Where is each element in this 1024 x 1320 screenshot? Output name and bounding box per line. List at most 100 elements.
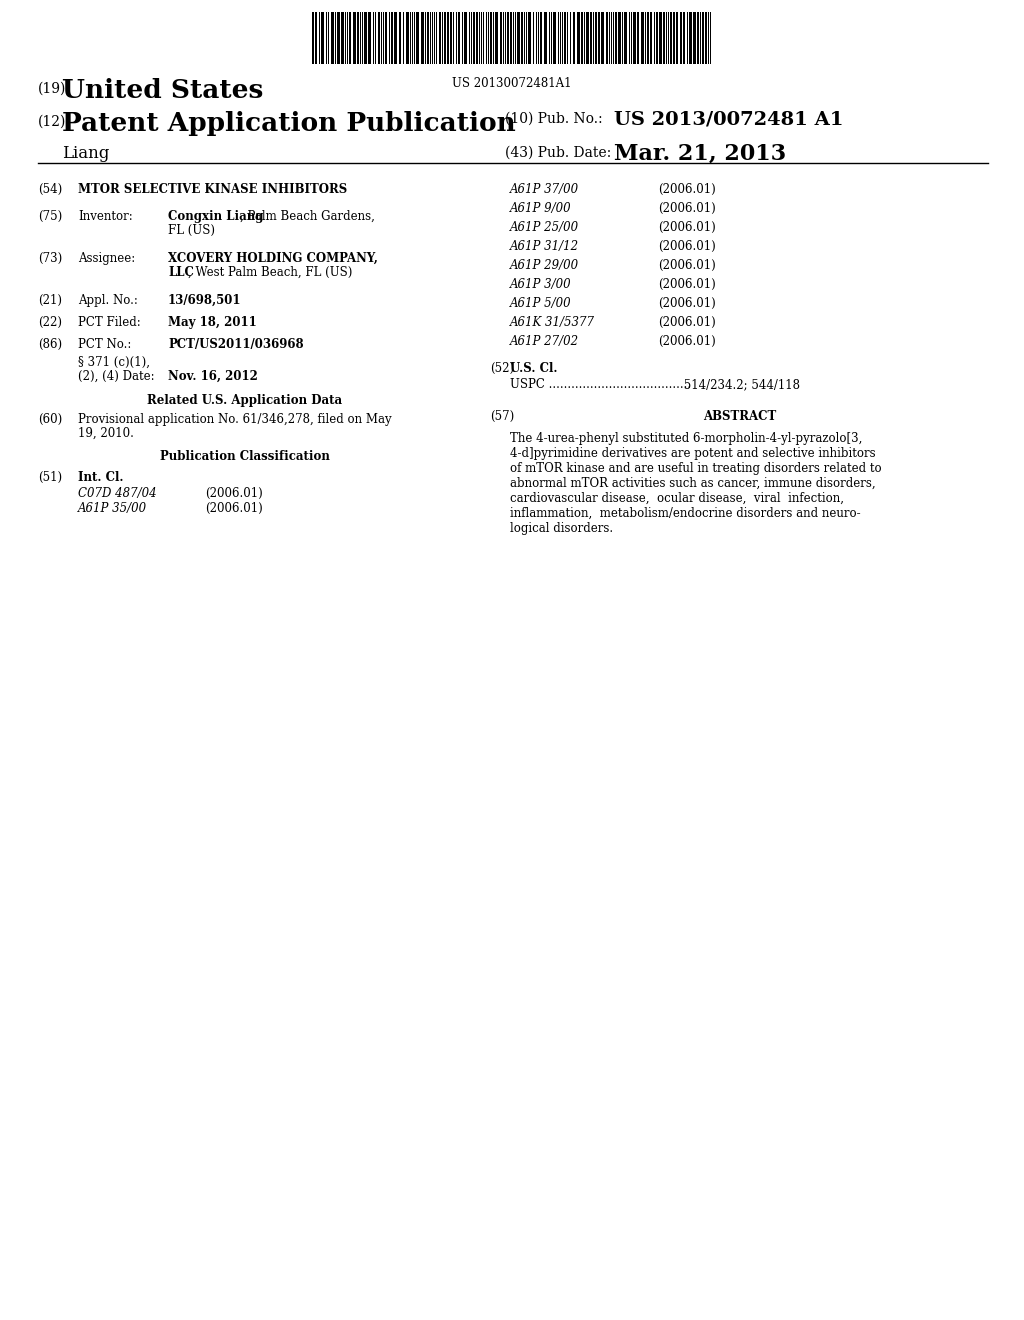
Text: A61P 27/02: A61P 27/02 — [510, 335, 580, 348]
Bar — [641, 12, 644, 63]
Bar — [444, 12, 446, 63]
Text: 514/234.2; 544/118: 514/234.2; 544/118 — [680, 378, 800, 391]
Text: U.S. Cl.: U.S. Cl. — [510, 362, 557, 375]
Bar — [680, 12, 682, 63]
Bar — [416, 12, 419, 63]
Text: XCOVERY HOLDING COMPANY,: XCOVERY HOLDING COMPANY, — [168, 252, 378, 265]
Text: (2006.01): (2006.01) — [658, 259, 716, 272]
Bar — [331, 12, 334, 63]
Text: (2006.01): (2006.01) — [658, 220, 716, 234]
Text: , West Palm Beach, FL (US): , West Palm Beach, FL (US) — [188, 267, 352, 279]
Text: (75): (75) — [38, 210, 62, 223]
Bar — [553, 12, 556, 63]
Text: A61P 3/00: A61P 3/00 — [510, 279, 571, 290]
Text: PCT Filed:: PCT Filed: — [78, 315, 140, 329]
Text: A61P 9/00: A61P 9/00 — [510, 202, 571, 215]
Bar — [364, 12, 367, 63]
Text: A61P 37/00: A61P 37/00 — [510, 183, 580, 195]
Text: LLC: LLC — [168, 267, 194, 279]
Bar — [357, 12, 359, 63]
Text: (12): (12) — [38, 115, 67, 129]
Text: A61P 29/00: A61P 29/00 — [510, 259, 580, 272]
Text: (19): (19) — [38, 82, 67, 96]
Text: 13/698,501: 13/698,501 — [168, 294, 242, 308]
Text: The 4-urea-phenyl substituted 6-morpholin-4-yl-pyrazolo[3,: The 4-urea-phenyl substituted 6-morpholi… — [510, 432, 862, 445]
Bar — [540, 12, 542, 63]
Text: § 371 (c)(1),: § 371 (c)(1), — [78, 356, 150, 370]
Text: (57): (57) — [490, 411, 514, 422]
Text: (2006.01): (2006.01) — [205, 502, 263, 515]
Text: Mar. 21, 2013: Mar. 21, 2013 — [614, 143, 786, 165]
Text: (73): (73) — [38, 252, 62, 265]
Bar — [399, 12, 401, 63]
Bar — [683, 12, 685, 63]
Text: (2006.01): (2006.01) — [658, 297, 716, 310]
Bar — [659, 12, 662, 63]
Bar — [391, 12, 393, 63]
Bar — [606, 12, 608, 63]
Bar — [507, 12, 509, 63]
Bar — [577, 12, 580, 63]
Bar — [447, 12, 449, 63]
Bar — [439, 12, 441, 63]
Text: (2006.01): (2006.01) — [658, 183, 716, 195]
Text: (2006.01): (2006.01) — [658, 279, 716, 290]
Bar — [321, 12, 324, 63]
Bar — [368, 12, 371, 63]
Text: United States: United States — [62, 78, 263, 103]
Bar — [637, 12, 639, 63]
Text: (10) Pub. No.:: (10) Pub. No.: — [505, 112, 603, 125]
Bar — [586, 12, 589, 63]
Text: MTOR SELECTIVE KINASE INHIBITORS: MTOR SELECTIVE KINASE INHIBITORS — [78, 183, 347, 195]
Bar — [650, 12, 652, 63]
Bar — [458, 12, 460, 63]
Bar — [581, 12, 583, 63]
Text: PCT/US2011/036968: PCT/US2011/036968 — [168, 338, 304, 351]
Bar — [676, 12, 678, 63]
Bar — [427, 12, 429, 63]
Text: abnormal mTOR activities such as cancer, immune disorders,: abnormal mTOR activities such as cancer,… — [510, 477, 876, 490]
Text: A61P 31/12: A61P 31/12 — [510, 240, 580, 253]
Text: Inventor:: Inventor: — [78, 210, 133, 223]
Bar — [394, 12, 397, 63]
Bar — [490, 12, 492, 63]
Bar — [315, 12, 317, 63]
Bar — [528, 12, 531, 63]
Bar — [353, 12, 356, 63]
Text: Appl. No.:: Appl. No.: — [78, 294, 138, 308]
Bar — [421, 12, 424, 63]
Bar — [693, 12, 696, 63]
Text: A61P 5/00: A61P 5/00 — [510, 297, 571, 310]
Text: (2), (4) Date:: (2), (4) Date: — [78, 370, 155, 383]
Text: A61P 25/00: A61P 25/00 — [510, 220, 580, 234]
Text: May 18, 2011: May 18, 2011 — [168, 315, 257, 329]
Bar — [663, 12, 665, 63]
Bar — [473, 12, 475, 63]
Bar — [312, 12, 314, 63]
Text: (21): (21) — [38, 294, 62, 308]
Text: Nov. 16, 2012: Nov. 16, 2012 — [168, 370, 258, 383]
Bar — [349, 12, 351, 63]
Text: 19, 2010.: 19, 2010. — [78, 426, 134, 440]
Text: (2006.01): (2006.01) — [658, 202, 716, 215]
Bar — [598, 12, 600, 63]
Text: USPC ......................................: USPC ...................................… — [510, 378, 691, 391]
Text: Int. Cl.: Int. Cl. — [78, 471, 124, 484]
Text: , Palm Beach Gardens,: , Palm Beach Gardens, — [240, 210, 375, 223]
Bar — [702, 12, 705, 63]
Text: (2006.01): (2006.01) — [205, 487, 263, 500]
Bar — [573, 12, 575, 63]
Bar — [450, 12, 452, 63]
Bar — [406, 12, 409, 63]
Text: C07D 487/04: C07D 487/04 — [78, 487, 157, 500]
Text: US 20130072481A1: US 20130072481A1 — [453, 77, 571, 90]
Bar — [521, 12, 523, 63]
Text: (86): (86) — [38, 338, 62, 351]
Text: Provisional application No. 61/346,278, filed on May: Provisional application No. 61/346,278, … — [78, 413, 391, 426]
Text: of mTOR kinase and are useful in treating disorders related to: of mTOR kinase and are useful in treatin… — [510, 462, 882, 475]
Text: Related U.S. Application Data: Related U.S. Application Data — [147, 393, 343, 407]
Text: FL (US): FL (US) — [168, 224, 215, 238]
Text: Patent Application Publication: Patent Application Publication — [62, 111, 516, 136]
Bar — [385, 12, 387, 63]
Text: US 2013/0072481 A1: US 2013/0072481 A1 — [614, 110, 844, 128]
